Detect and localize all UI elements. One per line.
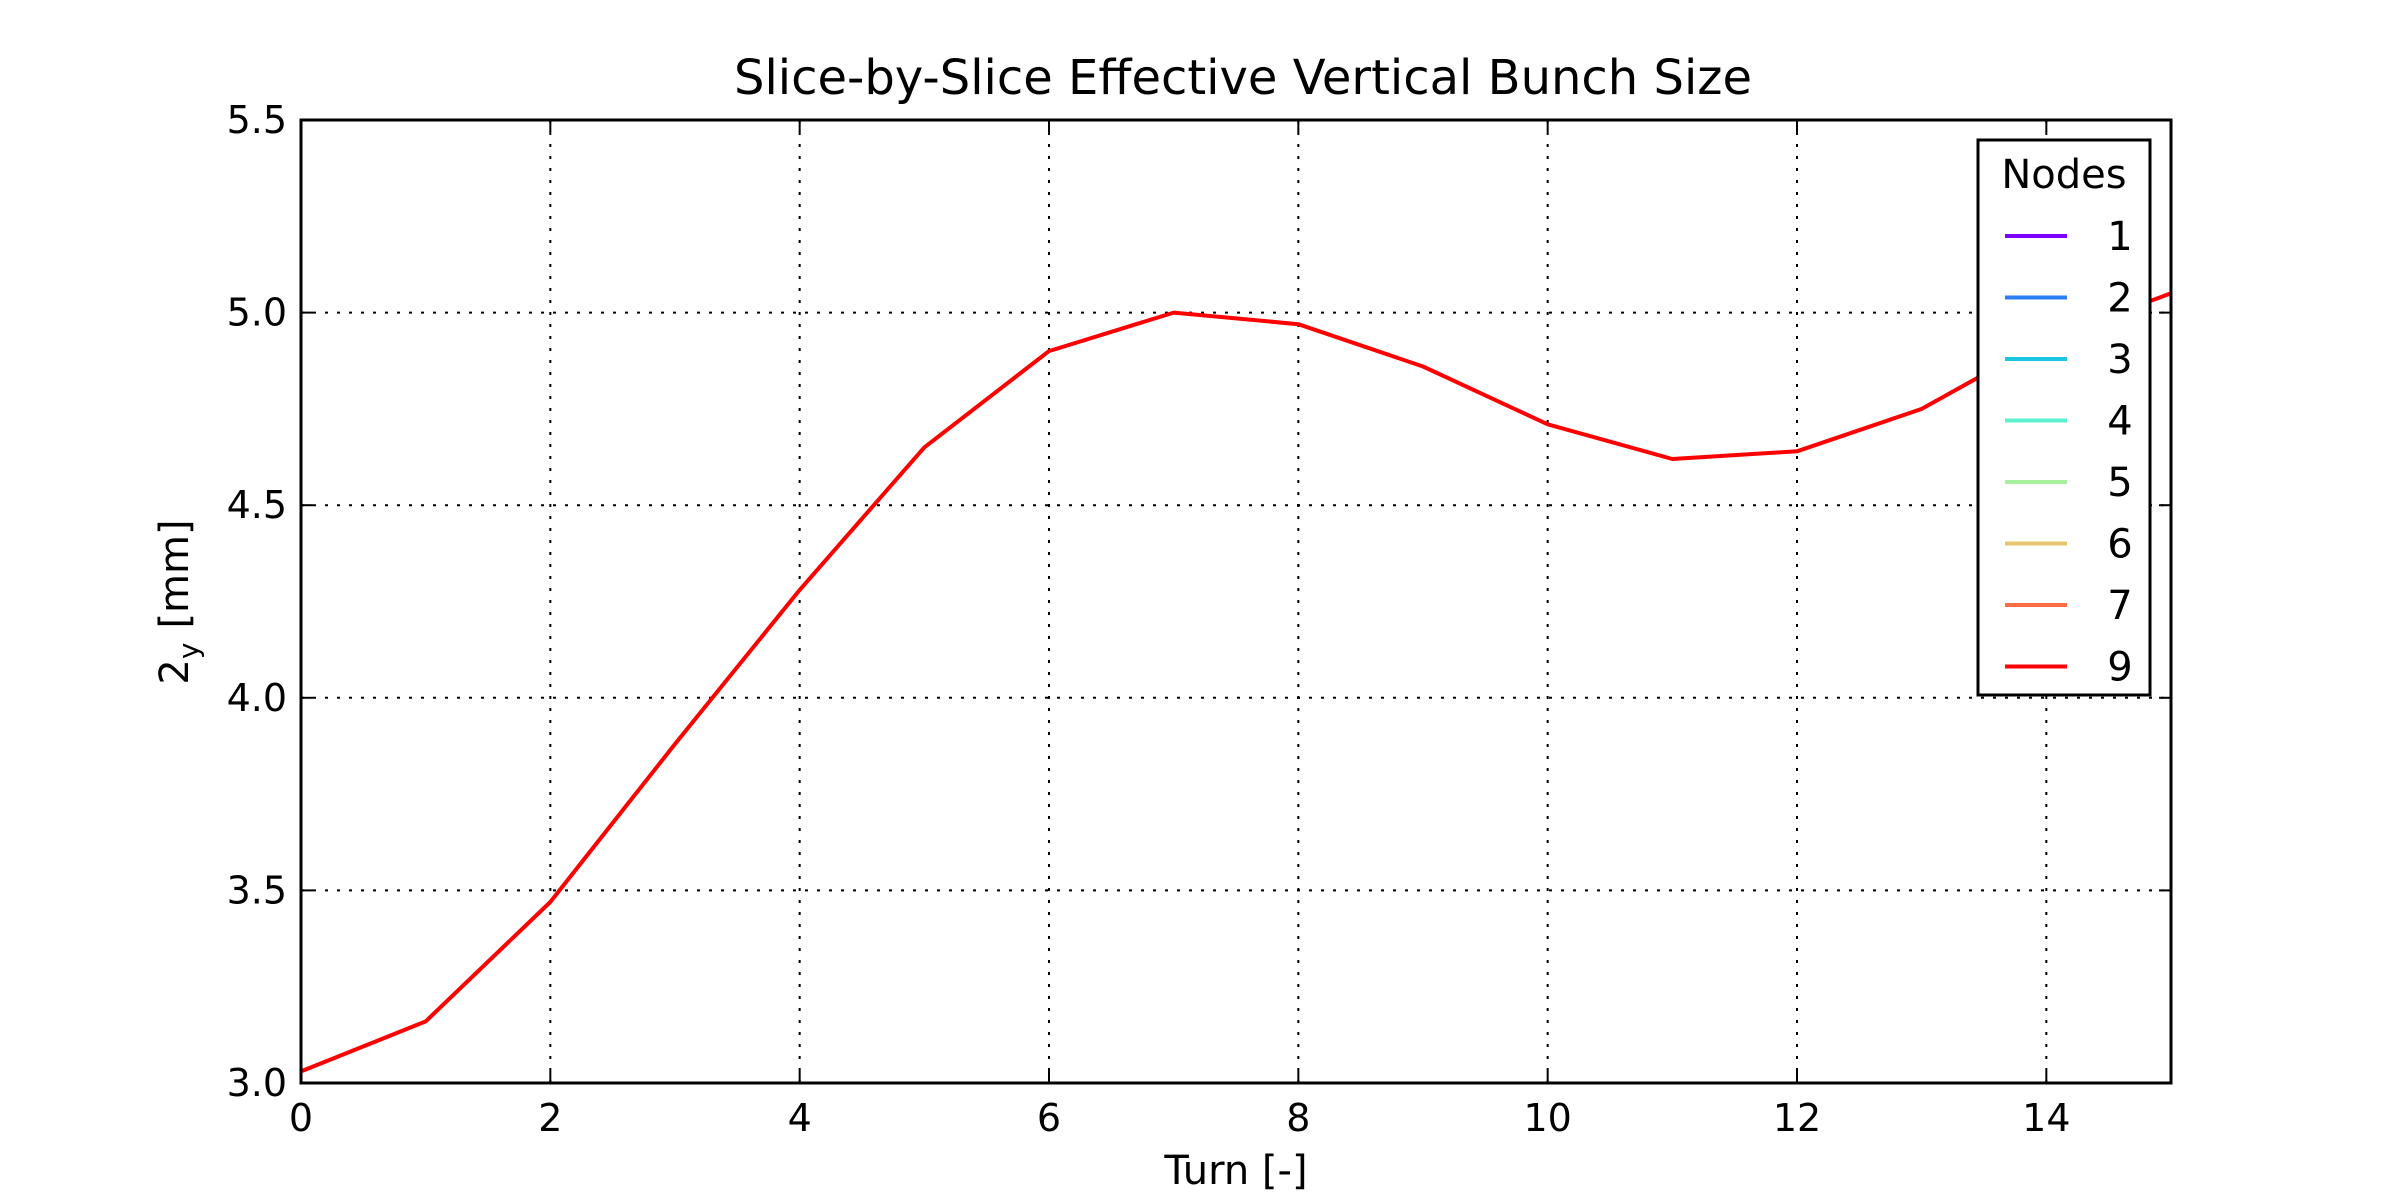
legend-label-3: 3: [2107, 337, 2132, 383]
x-tick-label: 8: [1286, 1096, 1310, 1140]
chart-title: Slice-by-Slice Effective Vertical Bunch …: [734, 50, 1752, 106]
y-axis-label-unit: [mm]: [152, 519, 198, 628]
svg-text:2y[mm]: 2y [mm]: [152, 519, 205, 684]
x-axis-label: Turn [-]: [1163, 1148, 1307, 1194]
y-tick-label: 4.0: [227, 676, 287, 720]
legend: Nodes 1 2 3 4 5 6 7 9: [1976, 138, 2152, 697]
legend-label-5: 5: [2107, 460, 2132, 506]
y-axis-label-main: 2: [152, 659, 198, 684]
legend-entries: 1 2 3 4 5 6 7 9: [2005, 214, 2133, 691]
y-tick-label: 3.0: [227, 1061, 287, 1105]
x-tick-label: 10: [1523, 1096, 1571, 1140]
x-tick-label: 6: [1037, 1096, 1061, 1140]
x-tick-label: 14: [2022, 1096, 2070, 1140]
y-tick-label: 4.5: [227, 483, 287, 527]
legend-label-6: 6: [2107, 522, 2132, 568]
legend-title: Nodes: [2001, 152, 2126, 198]
y-axis-label: 2y [mm]: [152, 519, 205, 684]
legend-label-7: 7: [2107, 583, 2132, 629]
series-lines: [300, 291, 2172, 1074]
y-axis-label-sub: y: [172, 643, 205, 660]
plot-frame: [299, 118, 2173, 1085]
x-tick-label: 0: [289, 1096, 313, 1140]
x-tick-label: 4: [788, 1096, 812, 1140]
x-tick-label: 2: [538, 1096, 562, 1140]
legend-label-9: 9: [2107, 645, 2132, 691]
y-tick-label: 5.0: [227, 291, 287, 335]
axis-ticks: 0 2 4 6 8 10 12 143.03.54.04.55.05.5: [227, 98, 2171, 1140]
legend-label-4: 4: [2107, 399, 2132, 445]
legend-box: [1976, 138, 2152, 697]
legend-label-2: 2: [2107, 276, 2132, 322]
y-tick-label: 5.5: [227, 98, 287, 142]
x-tick-label: 12: [1773, 1096, 1821, 1140]
y-tick-label: 3.5: [227, 868, 287, 912]
legend-label-1: 1: [2107, 214, 2132, 260]
series-line-9: [300, 291, 2172, 1074]
plot-area: [301, 120, 2171, 1083]
